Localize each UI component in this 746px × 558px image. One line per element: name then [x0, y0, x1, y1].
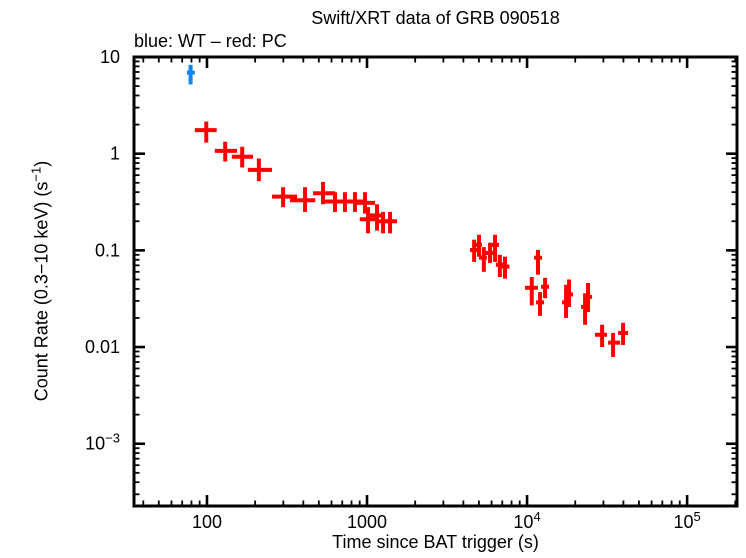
pc-data-point — [289, 187, 316, 212]
pc-data-point — [214, 141, 237, 162]
y-tick-label: 10−3 — [85, 431, 120, 454]
pc-data-point — [525, 277, 538, 306]
chart-title: Swift/XRT data of GRB 090518 — [311, 8, 560, 28]
pc-data-point — [313, 181, 336, 205]
pc-data-point — [359, 207, 378, 234]
pc-data-point — [231, 146, 254, 168]
pc-data-point — [479, 247, 487, 272]
pc-data-point — [501, 256, 510, 279]
plot-frame — [132, 55, 739, 508]
pc-data-point — [485, 242, 494, 264]
y-tick-label: 0.01 — [85, 337, 120, 357]
x-tick-labels: 100 1000 104 105 — [192, 509, 701, 532]
pc-data-point — [565, 279, 574, 307]
wt-data-point — [186, 64, 195, 85]
pc-data-point — [475, 234, 483, 257]
pc-data-point — [354, 192, 376, 214]
pc-data-point — [536, 292, 545, 316]
y-tick-label: 0.1 — [95, 240, 120, 260]
x-tick-label: 104 — [513, 509, 540, 532]
y-axis-label: Count Rate (0.3−10 keV) (s−1) — [28, 160, 52, 402]
x-tick-label: 105 — [673, 509, 700, 532]
pc-data-point — [534, 249, 543, 275]
x-tick-label: 1000 — [347, 512, 387, 532]
y-axis-ticks — [134, 55, 737, 496]
pc-series — [194, 121, 629, 357]
x-axis-ticks — [142, 57, 737, 506]
pc-data-point — [584, 282, 593, 313]
pc-data-point — [595, 324, 608, 348]
y-tick-labels: 10 1 0.1 0.01 10−3 — [85, 47, 120, 454]
pc-data-point — [469, 239, 479, 262]
pc-data-point — [608, 332, 621, 357]
x-tick-label: 100 — [192, 512, 222, 532]
pc-data-point — [618, 322, 629, 346]
y-tick-label: 10 — [100, 47, 120, 67]
pc-data-point — [383, 211, 398, 234]
pc-data-point — [541, 277, 550, 299]
pc-data-point — [490, 234, 500, 262]
chart-legend: blue: WT – red: PC — [134, 31, 287, 51]
pc-data-point — [194, 121, 217, 143]
pc-data-point — [272, 187, 298, 208]
wt-series — [186, 64, 195, 85]
y-tick-label: 1 — [110, 144, 120, 164]
x-axis-label: Time since BAT trigger (s) — [332, 532, 539, 552]
pc-data-point — [247, 158, 273, 182]
